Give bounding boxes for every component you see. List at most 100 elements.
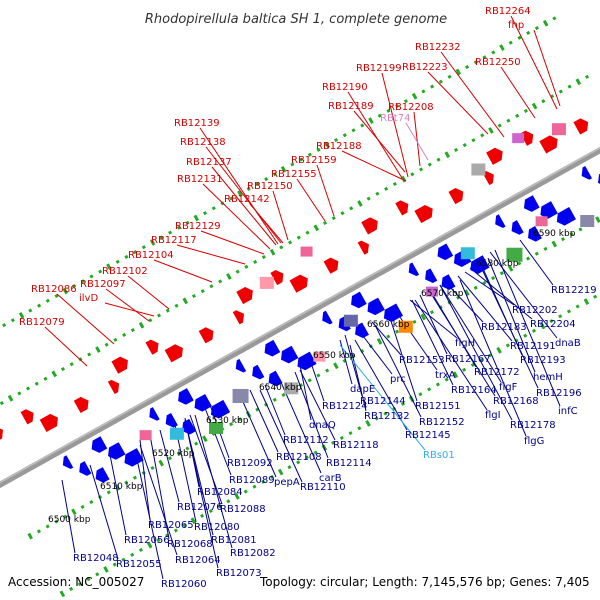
- tick-mark: [316, 373, 321, 378]
- bottom-gene-label[interactable]: RB12152: [419, 417, 465, 428]
- top-gene-label[interactable]: RB12129: [175, 221, 221, 232]
- bottom-gene-label[interactable]: RB12110: [300, 482, 346, 493]
- tick-mark: [165, 308, 170, 313]
- top-gene-label[interactable]: RB12159: [291, 155, 337, 166]
- tick-dots: [0, 16, 600, 598]
- top-gene-label[interactable]: RB12190: [322, 82, 368, 93]
- top-gene-label[interactable]: RB12102: [102, 266, 148, 277]
- callout-line: [439, 284, 502, 383]
- callout-line: [429, 291, 496, 397]
- bottom-gene-label[interactable]: RB12153: [399, 355, 445, 366]
- bottom-gene-label[interactable]: RB12060: [161, 579, 207, 590]
- bottom-gene-label[interactable]: RB12089: [229, 475, 275, 486]
- bottom-gene-label[interactable]: RB12168: [493, 396, 539, 407]
- bottom-gene-label[interactable]: RBs01: [423, 450, 455, 461]
- top-gene-label[interactable]: RB12264: [485, 6, 531, 17]
- bottom-gene-label[interactable]: flgI: [485, 410, 501, 421]
- bottom-gene-label[interactable]: RB12068: [167, 539, 213, 550]
- reverse-gene-arrow: [108, 442, 126, 460]
- bottom-gene-label[interactable]: dapE: [350, 384, 375, 395]
- bottom-gene-label[interactable]: RB12118: [333, 440, 379, 451]
- bottom-gene-label[interactable]: infC: [558, 406, 578, 417]
- bottom-gene-label[interactable]: RB12065: [148, 520, 194, 531]
- bottom-gene-label[interactable]: RB12204: [530, 319, 576, 330]
- top-gene-label[interactable]: ilvD: [79, 293, 98, 304]
- bottom-gene-label[interactable]: RB12219: [551, 285, 597, 296]
- top-gene-label[interactable]: RB12199: [356, 63, 402, 74]
- bottom-gene-label[interactable]: RB12114: [326, 458, 372, 469]
- bottom-gene-label[interactable]: RB12193: [520, 355, 566, 366]
- bottom-gene-label[interactable]: RB12167: [445, 354, 491, 365]
- bottom-gene-label[interactable]: RB12084: [197, 487, 243, 498]
- top-gene-label[interactable]: RB12223: [402, 62, 448, 73]
- feature-block: [284, 382, 299, 395]
- bottom-gene-label[interactable]: RB12082: [230, 548, 276, 559]
- top-gene-label[interactable]: RB12155: [271, 169, 317, 180]
- bottom-gene-label[interactable]: RB12112: [283, 435, 329, 446]
- top-gene-label[interactable]: RB12208: [388, 102, 434, 113]
- feature-block: [506, 247, 523, 262]
- top-gene-label[interactable]: RB12188: [316, 141, 362, 152]
- bottom-gene-label[interactable]: RB12178: [510, 420, 556, 431]
- bottom-gene-label[interactable]: RB12124: [322, 401, 368, 412]
- top-gene-label[interactable]: RB12104: [128, 250, 174, 261]
- bottom-gene-label[interactable]: dnaQ: [309, 420, 336, 431]
- bottom-gene-label[interactable]: RB12080: [194, 522, 240, 533]
- top-gene-label[interactable]: RBt74: [380, 113, 410, 124]
- top-gene-label[interactable]: fhp: [508, 20, 524, 31]
- tick-mark: [255, 181, 260, 186]
- bottom-gene-label[interactable]: RB12073: [216, 568, 262, 579]
- top-gene-label[interactable]: RB12150: [247, 181, 293, 192]
- bottom-gene-label[interactable]: trxA: [435, 370, 456, 381]
- tick-mark: [106, 263, 112, 271]
- top-gene-label[interactable]: RB12142: [224, 194, 270, 205]
- tick-mark: [403, 99, 408, 104]
- bottom-gene-label[interactable]: flgG: [524, 436, 544, 447]
- tick-mark: [430, 84, 435, 89]
- bottom-gene-label[interactable]: RB12145: [405, 430, 451, 441]
- top-gene-label[interactable]: RB12232: [415, 42, 461, 53]
- bottom-gene-label[interactable]: RB12202: [512, 305, 558, 316]
- bottom-gene-label[interactable]: RB12132: [364, 411, 410, 422]
- tick-mark: [150, 465, 155, 471]
- bottom-gene-label[interactable]: flgF: [499, 382, 518, 393]
- top-gene-label[interactable]: RB12139: [174, 118, 220, 129]
- bottom-gene-label[interactable]: RB12048: [73, 553, 119, 564]
- tick-mark: [34, 381, 39, 386]
- bottom-gene-label[interactable]: carB: [319, 473, 342, 484]
- bottom-gene-label[interactable]: RB12144: [360, 396, 406, 407]
- top-gene-label[interactable]: RB12079: [19, 317, 65, 328]
- bottom-gene-label[interactable]: RB12056: [124, 535, 170, 546]
- top-gene-label[interactable]: RB12131: [177, 174, 223, 185]
- bottom-gene-label[interactable]: dnaB: [555, 338, 581, 349]
- bottom-gene-label[interactable]: RB12183: [481, 322, 527, 333]
- bottom-gene-label[interactable]: RB12088: [220, 504, 266, 515]
- top-gene-label[interactable]: RB12138: [180, 137, 226, 148]
- top-gene-label[interactable]: RB12189: [328, 101, 374, 112]
- bottom-gene-label[interactable]: RB12196: [536, 388, 582, 399]
- top-gene-label[interactable]: RB12117: [151, 235, 197, 246]
- top-gene-label[interactable]: RB12097: [80, 279, 126, 290]
- top-gene-label[interactable]: RB12086: [31, 284, 77, 295]
- bottom-gene-label[interactable]: hemH: [533, 372, 563, 383]
- reverse-gene-arrow: [79, 461, 92, 476]
- feature-block: [232, 388, 249, 403]
- top-gene-label[interactable]: RB12250: [475, 57, 521, 68]
- callout-line: [200, 230, 265, 255]
- bottom-gene-label[interactable]: RB12064: [175, 555, 221, 566]
- bottom-gene-label[interactable]: prc: [390, 374, 406, 385]
- bottom-gene-label[interactable]: RB12108: [276, 452, 322, 463]
- bottom-gene-label[interactable]: RB12151: [415, 401, 461, 412]
- bottom-gene-label[interactable]: RB12092: [227, 458, 273, 469]
- top-gene-label[interactable]: RB12137: [186, 157, 232, 168]
- tick-mark: [447, 74, 452, 79]
- bottom-gene-label[interactable]: RB12076: [177, 502, 223, 513]
- bottom-gene-label[interactable]: pepA: [274, 477, 300, 488]
- bottom-gene-label[interactable]: RB12172: [474, 367, 520, 378]
- bottom-gene-label[interactable]: RB12191: [510, 341, 556, 352]
- bottom-gene-label[interactable]: RB12081: [211, 535, 257, 546]
- bottom-gene-label[interactable]: RB12055: [116, 559, 162, 570]
- callout-line: [61, 479, 76, 554]
- bottom-gene-label[interactable]: flgH: [455, 338, 475, 349]
- bottom-gene-label[interactable]: RB12164: [451, 385, 497, 396]
